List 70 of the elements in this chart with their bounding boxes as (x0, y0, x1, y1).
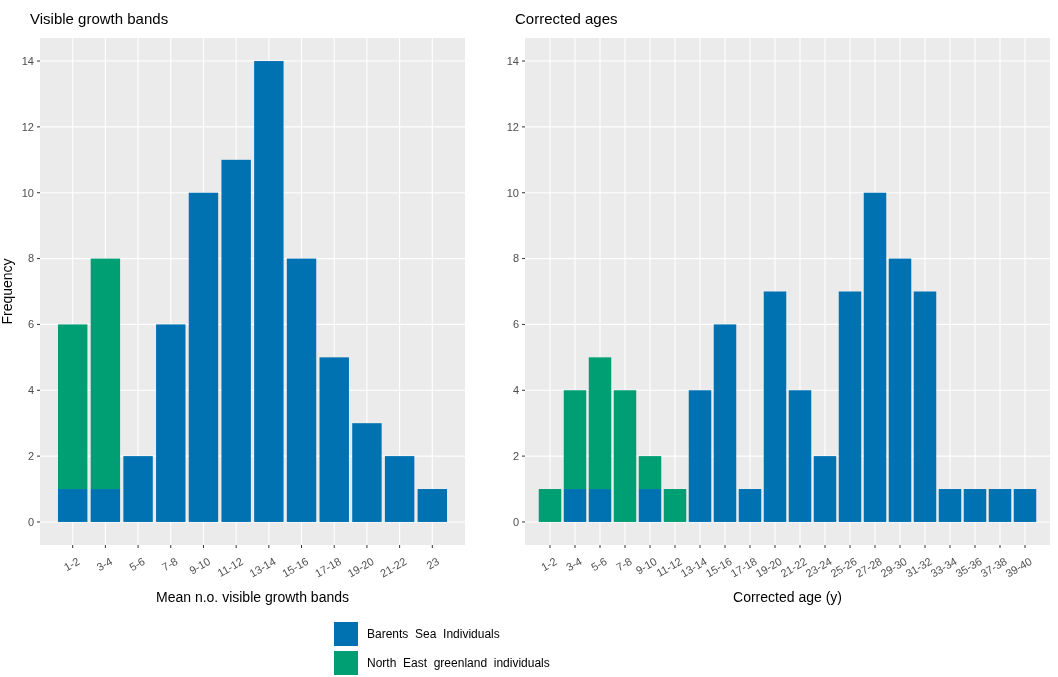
y-tick-label: 0 (512, 515, 519, 528)
x-tick-label: 7-8 (159, 555, 180, 574)
y-tick-label: 2 (27, 449, 34, 462)
y-tick-label: 6 (27, 318, 34, 331)
bar (319, 357, 349, 522)
bar (788, 390, 812, 522)
bar (913, 291, 937, 522)
y-tick-label: 10 (506, 186, 519, 199)
y-tick-label: 2 (512, 449, 519, 462)
bar (286, 258, 317, 522)
bar (638, 489, 662, 522)
bar (188, 192, 219, 522)
bar (123, 456, 153, 522)
bar (713, 324, 737, 522)
y-tick-label: 4 (27, 384, 34, 397)
x-tick-label: 23 (424, 555, 442, 572)
x-tick-label: 1-2 (61, 555, 82, 574)
bar (588, 357, 612, 490)
bar (638, 456, 662, 490)
x-tick-label: 5-6 (127, 555, 147, 574)
bar (1013, 489, 1037, 522)
y-tick-label: 8 (27, 252, 34, 265)
x-tick-label: 3-4 (94, 555, 115, 574)
bar (417, 489, 448, 522)
bar (384, 456, 415, 522)
y-tick-label: 6 (512, 318, 519, 331)
x-tick-label: 7-8 (614, 555, 634, 574)
bar (57, 489, 88, 522)
bar (90, 489, 121, 522)
x-axis-title: Corrected age (y) (733, 589, 842, 605)
bar (538, 489, 562, 522)
bar (838, 291, 862, 522)
y-tick-label: 4 (512, 384, 519, 397)
bar (563, 390, 587, 490)
bar (688, 390, 712, 522)
y-tick-label: 14 (21, 54, 34, 67)
y-tick-label: 14 (506, 54, 519, 67)
chart-title: Visible growth bands (30, 10, 169, 27)
bar (221, 159, 251, 522)
bar (988, 489, 1012, 522)
bar (938, 489, 962, 522)
bar (352, 423, 382, 522)
bar (90, 258, 121, 490)
bar (663, 489, 687, 522)
bar (813, 456, 837, 522)
bar (613, 390, 637, 522)
bar (888, 258, 912, 522)
legend-label: North East greenland individuals (367, 656, 550, 671)
chart-title: Corrected ages (515, 10, 618, 27)
bar (963, 489, 987, 522)
bar (57, 324, 88, 490)
bar (254, 61, 284, 522)
bar (763, 291, 787, 522)
x-tick-label: 1-2 (539, 555, 559, 574)
bar (738, 489, 762, 522)
bar (588, 489, 612, 522)
bar (156, 324, 186, 522)
y-tick-label: 12 (21, 120, 34, 133)
legend-label: Barents Sea Individuals (367, 627, 500, 642)
y-tick-label: 8 (512, 252, 519, 265)
y-tick-label: 10 (21, 186, 34, 199)
x-axis-title: Mean n.o. visible growth bands (156, 589, 349, 605)
x-tick-label: 3-4 (564, 555, 584, 574)
bar (563, 489, 587, 522)
x-tick-label: 5-6 (589, 555, 609, 574)
y-axis-title: Frequency (0, 258, 15, 325)
y-tick-label: 12 (506, 120, 519, 133)
x-tick-label: 9-10 (187, 555, 213, 577)
bar (863, 192, 887, 522)
y-tick-label: 0 (27, 515, 34, 528)
